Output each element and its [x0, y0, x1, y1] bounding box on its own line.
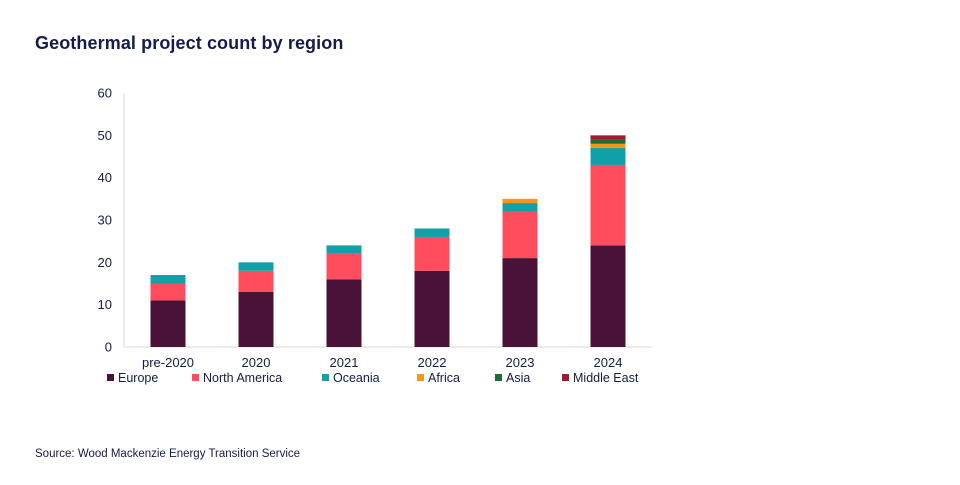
bar-segment-oceania — [238, 262, 274, 271]
bar-segment-europe — [590, 245, 626, 347]
bar-segment-europe — [238, 291, 274, 347]
legend-label: North America — [203, 371, 282, 385]
bar-segment-north-america — [414, 236, 450, 271]
legend-label: Oceania — [333, 371, 380, 385]
bar-segment-europe — [150, 300, 186, 347]
bar-segment-middle-east — [590, 135, 626, 140]
bar-segment-asia — [590, 139, 626, 144]
legend-label: Middle East — [573, 371, 639, 385]
x-category-label: 2020 — [242, 355, 271, 370]
bar-segment-oceania — [326, 245, 362, 254]
x-category-label: 2023 — [506, 355, 535, 370]
legend-item: Oceania — [322, 371, 380, 385]
y-tick-label: 10 — [98, 297, 112, 312]
legend-label: Europe — [118, 371, 158, 385]
legend-swatch — [192, 374, 199, 381]
legend-swatch — [562, 374, 569, 381]
bar-segment-africa — [502, 198, 538, 204]
x-category-label: pre-2020 — [142, 355, 194, 370]
legend-item: Europe — [107, 371, 158, 385]
y-tick-label: 20 — [98, 255, 112, 270]
x-category-label: 2021 — [330, 355, 359, 370]
bar-stacks — [150, 135, 626, 347]
bar-segment-oceania — [414, 228, 450, 237]
legend-swatch — [495, 374, 502, 381]
legend-item: North America — [192, 371, 282, 385]
legend-swatch — [417, 374, 424, 381]
y-tick-label: 40 — [98, 170, 112, 185]
x-category-label: 2024 — [594, 355, 623, 370]
bar-segment-north-america — [326, 253, 362, 280]
bar-segment-oceania — [590, 148, 626, 165]
bar-segment-north-america — [238, 270, 274, 292]
bar-segment-north-america — [590, 164, 626, 246]
legend-label: Asia — [506, 371, 530, 385]
bar-segment-europe — [502, 258, 538, 347]
bar-segment-europe — [414, 270, 450, 347]
bar-segment-north-america — [502, 211, 538, 259]
legend-label: Africa — [428, 371, 460, 385]
legend-item: Africa — [417, 371, 460, 385]
x-category-label: 2022 — [418, 355, 447, 370]
y-tick-labels: 0 10 20 30 40 50 60 — [98, 86, 112, 355]
y-tick-label: 0 — [105, 340, 112, 355]
y-tick-label: 50 — [98, 128, 112, 143]
bar-segment-africa — [590, 143, 626, 149]
bar-segment-oceania — [502, 203, 538, 212]
chart-title: Geothermal project count by region — [35, 33, 344, 53]
bar-segment-north-america — [150, 283, 186, 301]
bar-segment-oceania — [150, 275, 186, 284]
y-tick-label: 30 — [98, 213, 112, 228]
legend-item: Asia — [495, 371, 530, 385]
source-note: Source: Wood Mackenzie Energy Transition… — [35, 448, 301, 460]
legend-swatch — [322, 374, 329, 381]
y-tick-label: 60 — [98, 86, 112, 101]
x-category-labels: pre-2020 2020 2021 2022 2023 2024 — [142, 355, 622, 370]
legend: Europe North America Oceania Africa Asia Midd… — [107, 371, 639, 385]
legend-swatch — [107, 374, 114, 381]
legend-item: Middle East — [562, 371, 639, 385]
bar-segment-europe — [326, 279, 362, 347]
